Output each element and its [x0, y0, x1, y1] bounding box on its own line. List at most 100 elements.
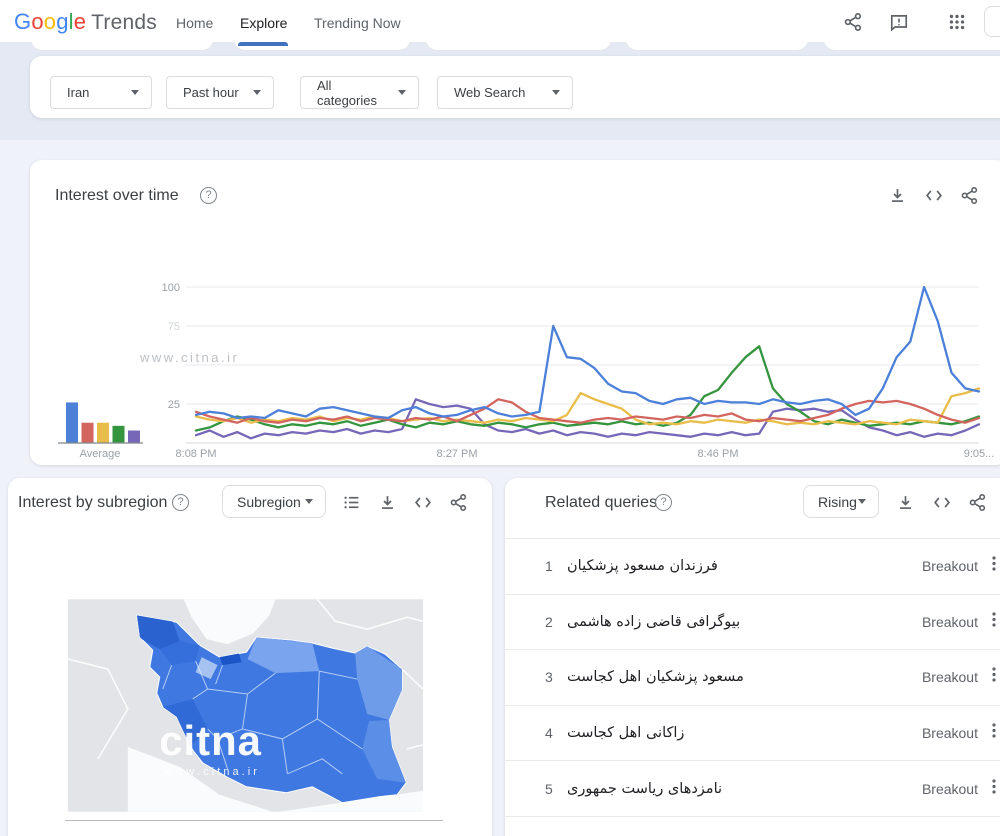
chevron-down-icon — [398, 90, 406, 95]
header-share-icon[interactable] — [843, 12, 863, 32]
chevron-down-icon — [552, 90, 560, 95]
help-icon[interactable]: ? — [655, 494, 672, 511]
time-filter-dropdown[interactable]: Past hour — [166, 76, 274, 109]
logo-letter: o — [43, 9, 57, 34]
query-text[interactable]: نامزدهای ریاست جمهوری — [567, 780, 723, 797]
map-watermark-logo: citna — [159, 717, 262, 764]
chart-line-blue — [194, 285, 981, 420]
nav-explore[interactable]: Explore — [240, 15, 288, 31]
kebab-menu-icon[interactable] — [986, 666, 1000, 689]
logo-letter: o — [31, 9, 44, 34]
related-queries-list: 1 فرزندان مسعود پزشکیان Breakout 2 بیوگرافی … — [505, 538, 1000, 817]
filter-panel: Iran Past hour All categories Web Search — [30, 56, 1000, 118]
nav-home[interactable]: Home — [176, 15, 214, 31]
logo-letter: e — [73, 9, 87, 34]
rising-dropdown[interactable]: Rising — [803, 485, 879, 518]
logo-letter: l — [68, 9, 74, 34]
average-bar-red — [81, 422, 94, 443]
map-footer-divider — [65, 820, 443, 821]
list-view-icon[interactable] — [342, 493, 361, 517]
interest-over-time-card: Interest over time ? 100 75 25 www.citna.ir… — [30, 160, 1000, 465]
share-icon[interactable] — [960, 186, 979, 210]
download-icon[interactable] — [896, 493, 915, 517]
query-rank: 1 — [545, 558, 553, 575]
time-filter-label: Past hour — [183, 85, 239, 100]
interest-by-subregion-title: Interest by subregion — [18, 494, 168, 511]
related-query-row[interactable]: 5 نامزدهای ریاست جمهوری Breakout — [505, 761, 1000, 817]
kebab-menu-icon[interactable] — [986, 722, 1000, 745]
chevron-down-icon — [305, 499, 313, 504]
help-icon[interactable]: ? — [172, 494, 189, 511]
logo-letter: G — [14, 9, 32, 34]
query-text[interactable]: زاکانی اهل کجاست — [567, 725, 685, 742]
chevron-down-icon — [131, 90, 139, 95]
query-rank: 2 — [545, 613, 553, 630]
top-bar: Google Trends Home Explore Trending Now — [0, 0, 1000, 42]
related-queries-title: Related queries — [545, 494, 658, 511]
explore-tab-underline — [238, 42, 288, 46]
share-icon[interactable] — [449, 493, 468, 517]
embed-icon[interactable] — [932, 493, 952, 517]
query-text[interactable]: فرزندان مسعود پزشکیان — [567, 558, 718, 575]
related-query-row[interactable]: 2 بیوگرافی قاضی زاده هاشمی Breakout — [505, 595, 1000, 651]
interest-over-time-title: Interest over time — [55, 187, 179, 204]
query-rank: 4 — [545, 725, 553, 742]
kebab-menu-icon[interactable] — [986, 610, 1000, 633]
map-watermark-url: w w w . c i t n a . i r — [163, 766, 257, 778]
embed-icon[interactable] — [413, 493, 433, 517]
chart-line-red — [194, 398, 981, 424]
average-bar-green — [112, 425, 125, 443]
average-bar-purple — [128, 430, 140, 443]
google-wordmark: Google — [14, 9, 86, 34]
chevron-down-icon — [253, 90, 261, 95]
average-bar-blue — [66, 402, 78, 443]
download-icon[interactable] — [888, 186, 907, 210]
region-filter-dropdown[interactable]: Iran — [50, 76, 152, 109]
nav-trending-now[interactable]: Trending Now — [314, 15, 401, 31]
x-axis-tick: 8:46 PM — [698, 448, 739, 460]
rising-dropdown-label: Rising — [818, 493, 857, 510]
related-queries-card: Related queries ? Rising 1 فرزندان مسعود … — [505, 478, 1000, 836]
share-icon[interactable] — [968, 493, 987, 517]
search-type-filter-dropdown[interactable]: Web Search — [437, 76, 573, 109]
feedback-icon[interactable] — [889, 12, 909, 32]
x-axis-tick: 8:08 PM — [176, 448, 217, 460]
y-axis-tick: 100 — [162, 282, 180, 294]
query-rank: 3 — [545, 669, 553, 686]
embed-icon[interactable] — [924, 186, 944, 210]
subregion-dropdown[interactable]: Subregion — [222, 485, 326, 518]
related-query-row[interactable]: 4 زاکانی اهل کجاست Breakout — [505, 706, 1000, 762]
subregion-dropdown-label: Subregion — [237, 493, 301, 510]
x-axis-tick: 8:27 PM — [437, 448, 478, 460]
query-value-breakout: Breakout — [921, 780, 978, 797]
interest-by-subregion-card: Interest by subregion ? Subregion — [8, 478, 492, 836]
help-icon[interactable]: ? — [200, 187, 217, 204]
related-query-row[interactable]: 1 فرزندان مسعود پزشکیان Breakout — [505, 539, 1000, 595]
trends-wordmark: Trends — [91, 11, 157, 34]
related-query-row[interactable]: 3 مسعود پزشکیان اهل کجاست Breakout — [505, 650, 1000, 706]
kebab-menu-icon[interactable] — [986, 555, 1000, 578]
google-trends-logo[interactable]: Google Trends — [14, 9, 157, 35]
y-axis-tick: 25 — [168, 399, 180, 411]
region-filter-label: Iran — [67, 85, 90, 100]
search-type-filter-label: Web Search — [454, 85, 526, 100]
query-text[interactable]: مسعود پزشکیان اهل کجاست — [567, 669, 744, 686]
query-value-breakout: Breakout — [921, 725, 978, 742]
query-text[interactable]: بیوگرافی قاضی زاده هاشمی — [567, 613, 741, 630]
x-axis-tick: 9:05... — [964, 448, 995, 460]
chevron-down-icon — [858, 499, 866, 504]
chart-watermark: www.citna.ir — [139, 350, 239, 365]
query-rank: 5 — [545, 780, 553, 797]
y-axis-tick: 75 — [168, 321, 180, 333]
category-filter-dropdown[interactable]: All categories — [300, 76, 419, 109]
google-apps-icon[interactable] — [947, 12, 967, 32]
partial-account-button[interactable] — [984, 6, 1000, 37]
iran-map[interactable]: citna w w w . c i t n a . i r — [67, 598, 424, 812]
kebab-menu-icon[interactable] — [986, 777, 1000, 800]
average-label: Average — [80, 448, 121, 460]
chart-line-green — [194, 345, 981, 432]
query-value-breakout: Breakout — [921, 558, 978, 575]
download-icon[interactable] — [378, 493, 397, 517]
average-bar-yellow — [97, 422, 109, 443]
